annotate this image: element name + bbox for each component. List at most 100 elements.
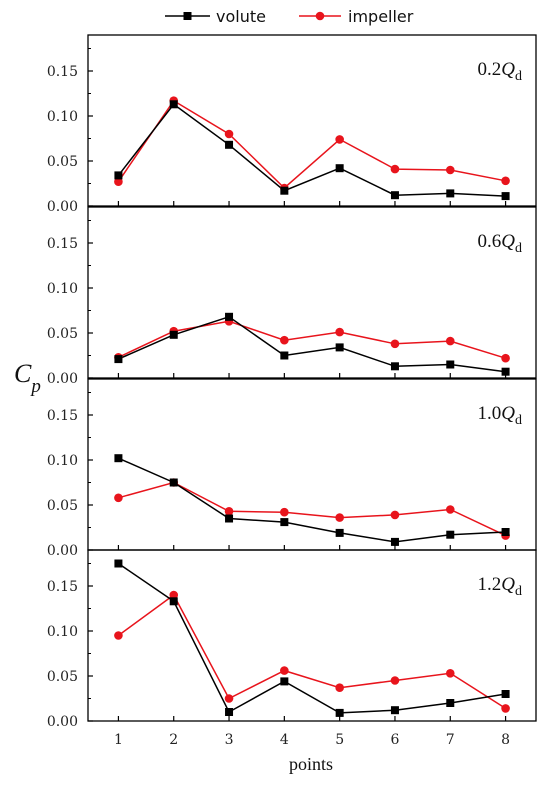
data-point-impeller: [224, 507, 234, 516]
panel-frame: [87, 206, 537, 379]
data-point-volute: [390, 362, 399, 371]
y-tick-label: 0.00: [47, 714, 78, 730]
panel-1: 0.00 0.05 0.10 0.15 0.2Qd: [47, 34, 537, 215]
data-point-volute: [501, 528, 510, 536]
data-point-impeller: [335, 683, 344, 692]
x-tick-label: 6: [391, 732, 400, 748]
data-point-volute: [501, 690, 510, 698]
data-point-volute: [335, 528, 344, 537]
y-tick-label: 0.10: [47, 624, 78, 640]
series-line-volute: [118, 315, 506, 373]
data-point-impeller: [114, 177, 123, 186]
data-point-volute: [446, 189, 455, 198]
data-point-impeller: [445, 505, 455, 514]
panel-frame: [87, 549, 537, 722]
y-tick-label: 0.15: [47, 236, 78, 252]
panel-label: 1.2Qd: [478, 574, 522, 599]
panel-3: 0.00 0.05 0.10 0.15 1.0Qd: [47, 378, 537, 559]
y-tick-label: 0.15: [47, 64, 78, 80]
panel-frame: [87, 34, 537, 207]
data-point-volute: [446, 530, 455, 539]
data-point-volute: [114, 355, 123, 364]
panel-label: 0.2Qd: [478, 59, 522, 84]
series-line-impeller: [118, 481, 506, 537]
data-point-impeller: [445, 165, 455, 175]
y-tick-label: 0.15: [47, 408, 78, 424]
data-point-impeller: [335, 135, 344, 144]
data-point-impeller: [224, 129, 234, 139]
legend: volute impeller: [165, 7, 414, 26]
legend-label-volute: volute: [216, 7, 266, 26]
series-line-impeller: [117, 593, 507, 710]
data-point-impeller: [335, 327, 344, 337]
data-point-volute: [501, 367, 510, 376]
panel-label: 1.0Qd: [478, 403, 522, 428]
x-tick-label: 3: [225, 732, 234, 748]
y-axis-title: Cp: [14, 359, 41, 397]
data-point-impeller: [224, 694, 234, 703]
data-point-volute: [280, 677, 289, 686]
legend-item-impeller: impeller: [299, 7, 414, 26]
data-point-volute: [169, 100, 178, 109]
series-line-volute: [117, 103, 506, 197]
data-point-impeller: [335, 513, 344, 522]
data-point-volute: [114, 559, 123, 568]
y-tick-label: 0.00: [47, 371, 78, 387]
y-tick-label: 0.05: [47, 326, 78, 342]
data-point-volute: [446, 699, 455, 707]
data-point-impeller: [501, 176, 510, 186]
y-axis-title-subscript: p: [29, 376, 41, 397]
data-point-volute: [335, 708, 344, 717]
x-tick-label: 4: [280, 732, 289, 748]
legend-marker-volute: [183, 12, 192, 20]
data-point-volute: [280, 351, 289, 360]
data-point-impeller: [280, 335, 289, 345]
panel-2: 0.00 0.05 0.10 0.15 0.6Qd: [47, 206, 537, 387]
y-tick-label: 0.10: [47, 453, 78, 469]
data-point-volute: [169, 597, 178, 606]
legend-label-impeller: impeller: [348, 7, 414, 26]
data-point-impeller: [114, 493, 123, 503]
data-point-impeller: [390, 164, 400, 174]
data-point-volute: [280, 518, 289, 527]
x-tick-label: 1: [114, 732, 123, 748]
legend-marker-impeller: [315, 11, 325, 21]
panel-label: 0.6Qd: [478, 231, 522, 256]
y-tick-label: 0.05: [47, 154, 78, 170]
data-point-volute: [225, 140, 234, 149]
x-axis-title: points: [289, 754, 333, 774]
data-point-impeller: [169, 590, 179, 600]
x-tick-label: 2: [169, 732, 178, 748]
data-point-impeller: [280, 507, 289, 517]
series-line-volute: [117, 562, 506, 714]
series-line-impeller: [117, 99, 506, 190]
x-tick-label: 7: [446, 732, 455, 748]
data-point-volute: [225, 514, 234, 523]
data-point-impeller: [445, 336, 455, 346]
y-tick-label: 0.00: [47, 543, 78, 559]
y-tick-label: 0.05: [47, 669, 78, 685]
data-point-volute: [446, 360, 455, 369]
data-point-impeller: [501, 704, 510, 713]
panel-frame: [87, 378, 537, 551]
panel-4: 0.00 0.05 0.10 0.15 1.2Qd: [47, 549, 537, 730]
y-tick-label: 0.05: [47, 498, 78, 514]
data-point-volute: [114, 454, 123, 463]
data-point-impeller: [390, 510, 400, 520]
data-point-impeller: [445, 669, 455, 678]
data-point-volute: [501, 192, 510, 201]
series-line-volute: [118, 457, 506, 543]
x-tick-label: 8: [501, 732, 510, 748]
chart-panels: 0.00 0.05 0.10 0.15 0.2Qd 0.00 0.05 0.10 0.15 0.6…: [47, 34, 537, 730]
data-point-impeller: [280, 666, 289, 675]
data-point-volute: [335, 343, 344, 352]
data-point-impeller: [501, 353, 510, 363]
y-tick-label: 0.10: [47, 281, 78, 297]
data-point-volute: [280, 186, 289, 195]
y-tick-label: 0.15: [47, 579, 78, 595]
data-point-impeller: [390, 339, 400, 349]
data-point-volute: [390, 537, 399, 546]
data-point-volute: [225, 312, 234, 321]
data-point-impeller: [390, 676, 400, 685]
